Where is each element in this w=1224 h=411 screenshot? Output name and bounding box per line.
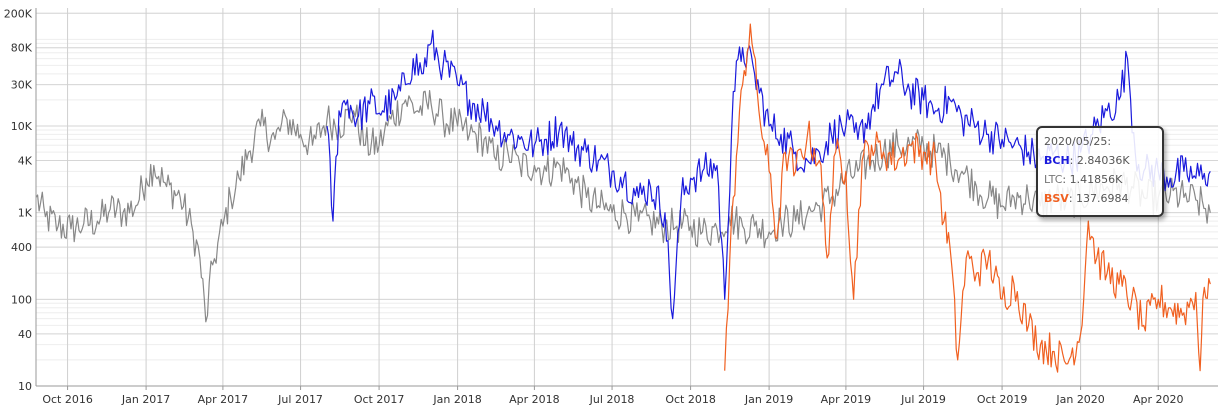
y-tick-label: 10K [11,120,33,133]
tooltip-row-bch: BCH: 2.84036K [1044,151,1156,170]
x-tick-label: Apr 2019 [821,393,872,406]
y-tick-label: 200K [4,7,33,20]
y-tick-label: 1K [18,207,33,220]
y-tick-label: 100 [11,293,32,306]
x-tick-label: Oct 2016 [42,393,93,406]
x-tick-label: Oct 2018 [665,393,716,406]
tooltip-key-bsv: BSV [1044,192,1069,205]
tooltip-value-ltc: 1.41856K [1069,173,1123,186]
x-tick-label: Apr 2018 [509,393,560,406]
y-tick-label: 4K [18,154,33,167]
x-tick-label: Jul 2019 [900,393,946,406]
tooltip-sep-ltc: : [1062,173,1070,186]
tooltip-value-bsv: 137.6984 [1076,192,1129,205]
tooltip-row-bsv: BSV: 137.6984 [1044,189,1156,208]
x-tick-label: Jan 2018 [432,393,481,406]
x-axis-ticks: Oct 2016 Jan 2017 Apr 2017 Jul 2017 Oct 2017… [42,386,1184,406]
y-tick-label: 10 [18,380,32,393]
y-tick-label: 400 [11,241,32,254]
x-tick-label: Oct 2019 [977,393,1028,406]
x-grid [67,8,1159,386]
x-tick-label: Apr 2020 [1133,393,1184,406]
x-tick-label: Apr 2017 [198,393,249,406]
tooltip-sep-bch: : [1069,154,1077,167]
x-tick-label: Oct 2017 [354,393,405,406]
tooltip-key-bch: BCH [1044,154,1070,167]
x-tick-label: Jul 2018 [589,393,635,406]
x-tick-label: Jan 2020 [1055,393,1104,406]
y-tick-label: 30K [11,79,33,92]
tooltip-key-ltc: LTC [1044,173,1063,186]
x-tick-label: Jul 2017 [277,393,323,406]
tooltip-value-bch: 2.84036K [1076,154,1130,167]
y-tick-label: 80K [11,42,33,55]
tooltip-sep-bsv: : [1068,192,1077,205]
y-axis-ticks: 10 40 100 400 1K 4K 10K 30K 80K 200K [4,7,33,393]
y-tick-label: 40 [18,328,32,341]
series-line-ltc [35,89,1211,323]
tooltip-date: 2020/05/25: [1044,135,1112,148]
series-layer [35,23,1211,373]
hover-tooltip: 2020/05/25: BCH: 2.84036K LTC: 1.41856K … [1036,126,1164,217]
tooltip-row-ltc: LTC: 1.41856K [1044,170,1156,189]
axes [35,8,1218,387]
series-line-bsv [724,23,1211,373]
x-tick-label: Jan 2019 [744,393,793,406]
x-tick-label: Jan 2017 [121,393,170,406]
